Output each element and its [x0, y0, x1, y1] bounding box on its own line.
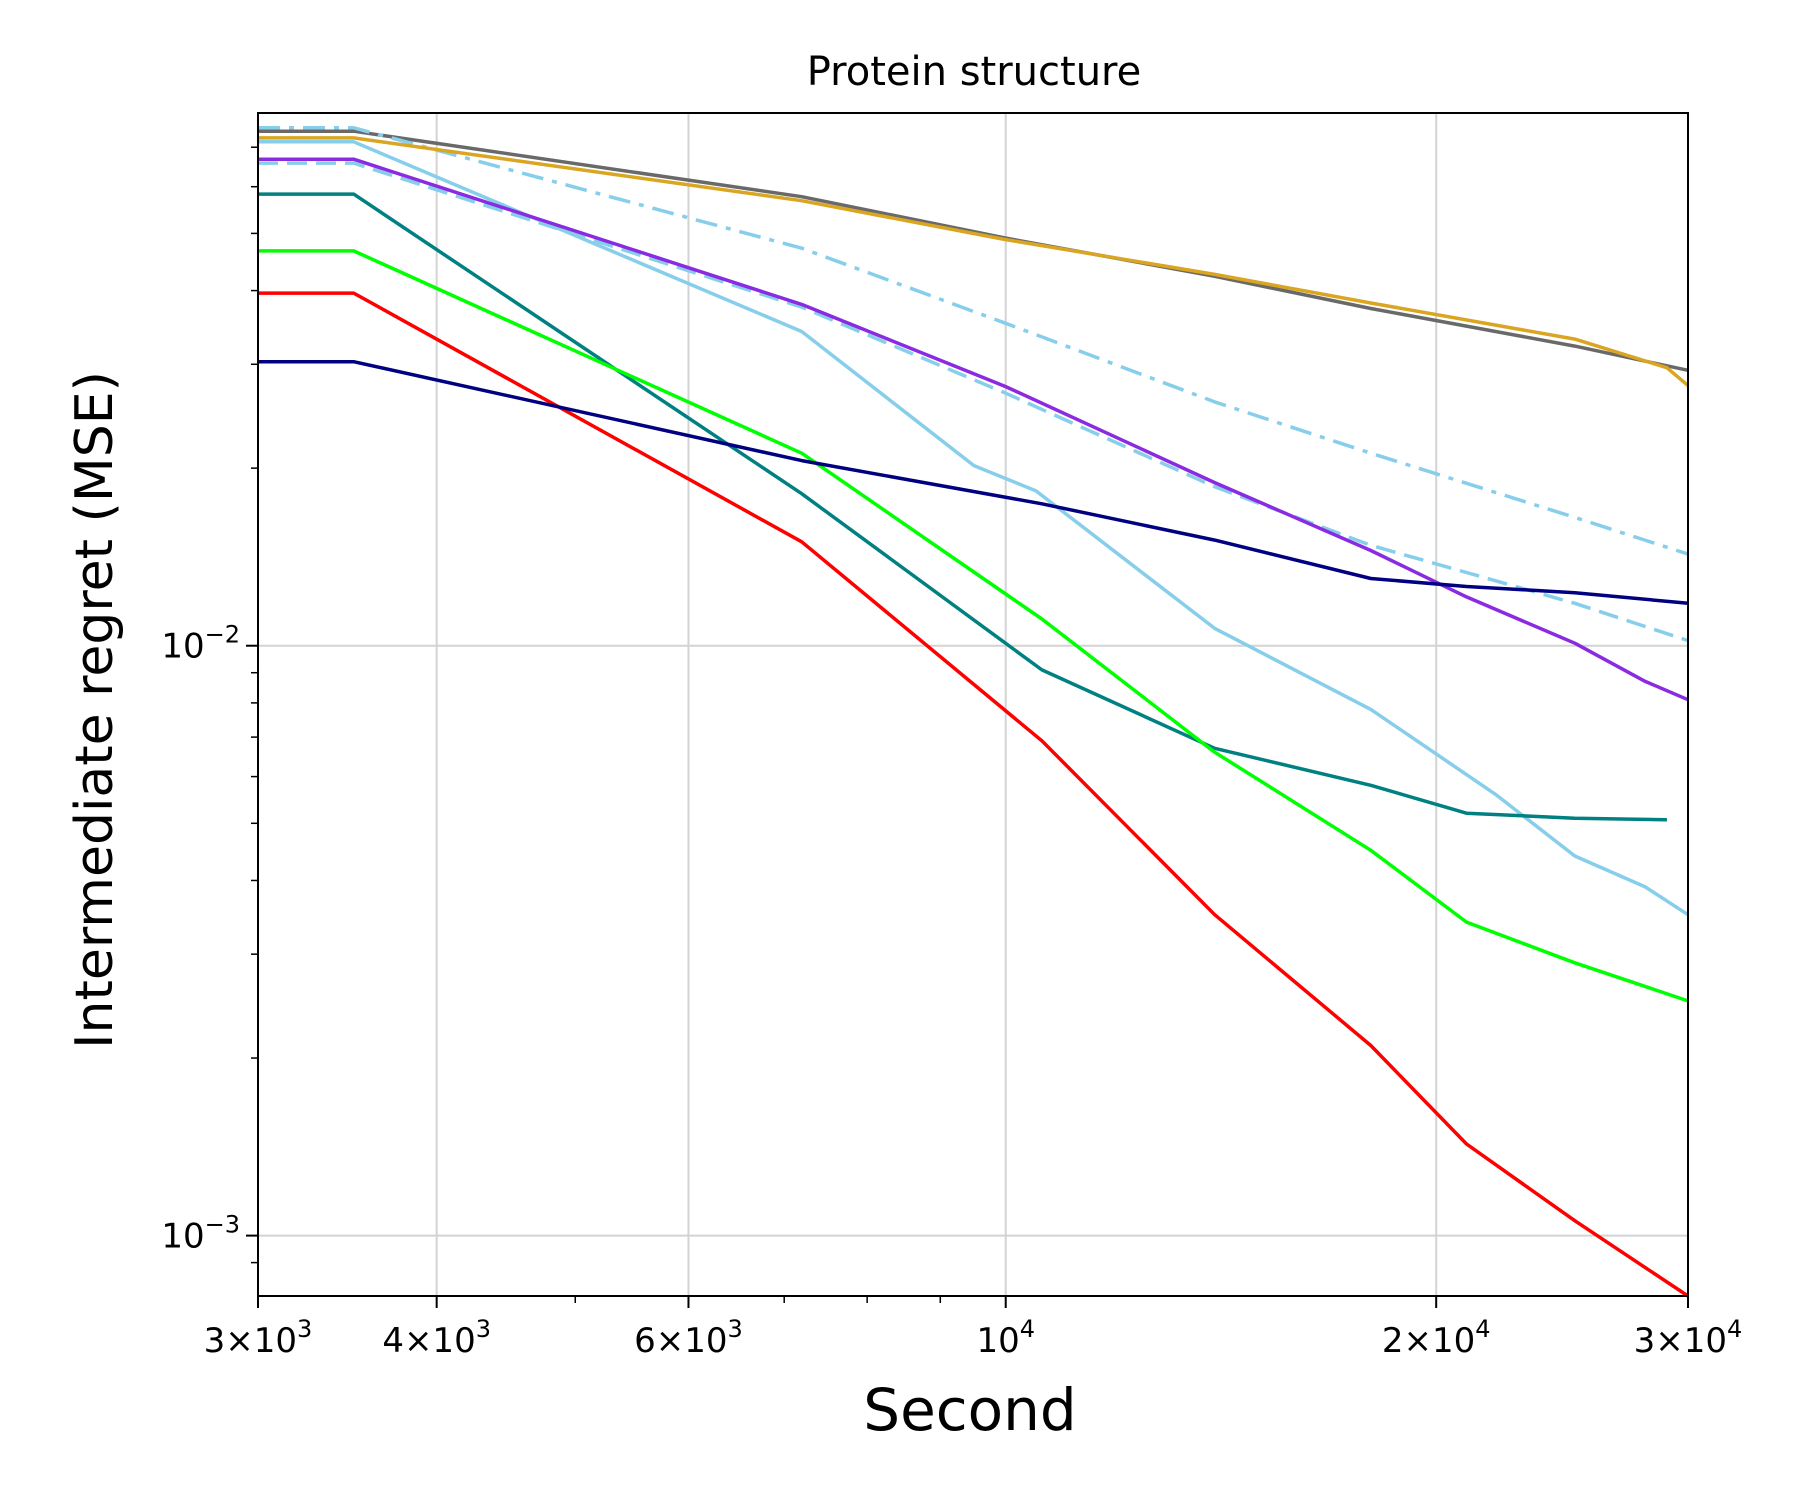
plot-frame	[257, 112, 1689, 1297]
x-tick-label: 6×103	[634, 1315, 743, 1361]
series-line-lime	[258, 249, 1689, 1003]
series-line-red	[258, 291, 1689, 1298]
axis-ticks: 3×103 4×103 6×103 104 2×104 3×104 10−3 10−2	[161, 146, 1743, 1361]
series-line-navy	[258, 359, 1689, 606]
series-line-blueviolet	[258, 157, 1689, 702]
x-tick-label: 104	[976, 1315, 1035, 1361]
y-tick-label: 10−2	[161, 621, 240, 667]
y-tick-label: 10−3	[161, 1211, 240, 1257]
series-line-teal	[258, 192, 1667, 822]
x-tick-label: 3×104	[1634, 1315, 1743, 1361]
x-tick-label: 3×103	[204, 1315, 313, 1361]
series-lines	[258, 126, 1690, 1298]
series-line-goldenrod	[258, 136, 1690, 387]
y-axis-label: Intermediate regret (MSE)	[65, 371, 125, 1049]
series-line-skyblue-dashdot	[258, 126, 1689, 556]
series-line-skyblue-dashed	[258, 161, 1689, 643]
chart-title: Protein structure	[807, 49, 1141, 95]
grid-lines	[258, 113, 1688, 1296]
x-axis-label: Second	[863, 1376, 1076, 1444]
x-tick-label: 4×103	[382, 1315, 491, 1361]
series-line-skyblue	[258, 140, 1689, 917]
x-tick-label: 2×104	[1382, 1315, 1491, 1361]
